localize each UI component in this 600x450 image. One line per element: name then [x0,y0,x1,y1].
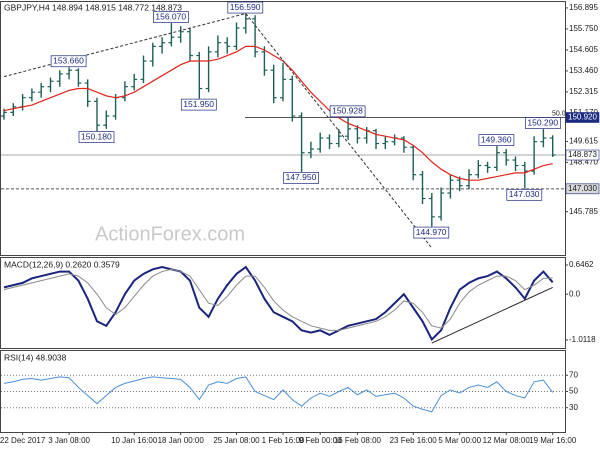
series-line [3,376,554,413]
annotation-label: 150.928 [332,106,363,116]
x-tick-label: 19 Mar 16:00 [529,436,577,445]
annotation-label: 150.290 [527,117,558,127]
annotation-label: 156.070 [155,11,186,21]
watermark: ActionForex.com [95,223,245,245]
trendline [431,286,553,344]
annotation-box [180,98,217,111]
level-label: 148.873 [568,150,597,159]
level-box [565,183,600,195]
y-tick-label: 0.0 [569,289,581,298]
rsi-title: RSI(14) 48.9038 [4,352,67,362]
annotation-box [329,105,366,118]
level-box [565,149,600,161]
annotation-label: 147.030 [509,189,540,199]
y-tick-label: 155.750 [569,24,598,33]
series-line [3,265,554,342]
x-tick-label: 5 Mar 00:00 [438,436,481,445]
x-tick-label: 12 Mar 08:00 [483,436,531,445]
y-tick-label: 152.315 [569,87,598,96]
annotation-box [227,1,264,14]
annotation-box [478,134,515,146]
annotation-box [413,226,450,239]
y-tick-label: 149.615 [569,137,598,146]
x-tick-label: 16 Feb 08:00 [334,436,382,445]
level-box [565,112,600,123]
level-note: 50.0 [552,110,566,117]
series-line [3,45,553,181]
y-tick-label: 0.6462 [569,260,594,269]
annotation-box [78,131,115,143]
level-label: 150.920 [568,113,597,122]
y-tick-label: 145.785 [569,207,598,216]
y-tick-label: 148.470 [569,158,598,167]
annotation-label: 144.970 [416,227,447,237]
trendline [3,13,246,78]
annotation-label: 147.950 [286,172,317,182]
annotation-label: 150.180 [81,131,112,141]
y-tick-label: 50 [569,387,578,396]
annotation-box [283,172,319,184]
x-tick-label: 23 Feb 16:00 [390,436,438,445]
x-tick-label: 10 Jan 16:00 [111,436,158,445]
annotation-label: 151.950 [183,99,214,109]
y-tick-label: 153.460 [569,66,598,75]
x-tick-label: 1 Feb 16:00 [262,436,305,445]
y-tick-label: 154.605 [569,45,598,54]
x-tick-label: 22 Dec 2017 [0,436,46,445]
annotation-box [506,188,543,201]
main-title: GBPJPY,H4 148.894 148.915 148.772 148.87… [4,2,182,12]
annotation-box [153,11,189,23]
main-panel [0,1,566,256]
annotation-label: 149.360 [481,134,512,144]
y-tick-label: 70 [569,370,578,379]
macd-title: MACD(12,26,9) 0.2620 0.3579 [4,259,120,269]
y-tick-label: 156.895 [569,3,598,12]
x-tick-label: 9 Feb 00:00 [299,436,342,445]
series-line [3,268,553,331]
annotation-label: 153.660 [53,56,84,66]
annotation-box [50,55,87,68]
macd-panel [0,257,566,349]
annotation-box [525,117,561,129]
y-tick-label: 30 [569,403,578,412]
x-tick-label: 3 Jan 08:00 [48,436,90,445]
level-label: 147.030 [568,184,597,193]
x-tick-label: 18 Jan 00:00 [158,436,205,445]
x-tick-label: 25 Jan 08:00 [213,436,260,445]
y-tick-label: -1.0118 [569,335,596,344]
annotation-label: 156.590 [230,2,261,12]
